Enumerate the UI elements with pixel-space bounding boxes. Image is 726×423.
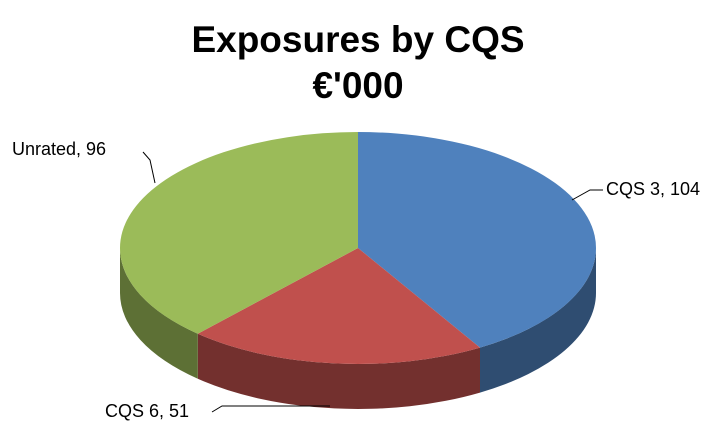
leader-line [571, 189, 603, 201]
slice [119, 132, 358, 334]
leader-line [142, 151, 156, 184]
slice [358, 132, 597, 348]
chart-subtitle: €'000 [312, 65, 403, 106]
data-label: CQS 3, 104 [606, 179, 700, 199]
leader-line [211, 405, 330, 413]
slice-side [119, 248, 198, 379]
data-label: Unrated, 96 [12, 139, 106, 159]
chart-title: Exposures by CQS [191, 19, 524, 60]
slice-side [479, 248, 596, 393]
slice [197, 248, 480, 364]
slice-side [197, 333, 480, 409]
data-label: CQS 6, 51 [105, 401, 189, 421]
